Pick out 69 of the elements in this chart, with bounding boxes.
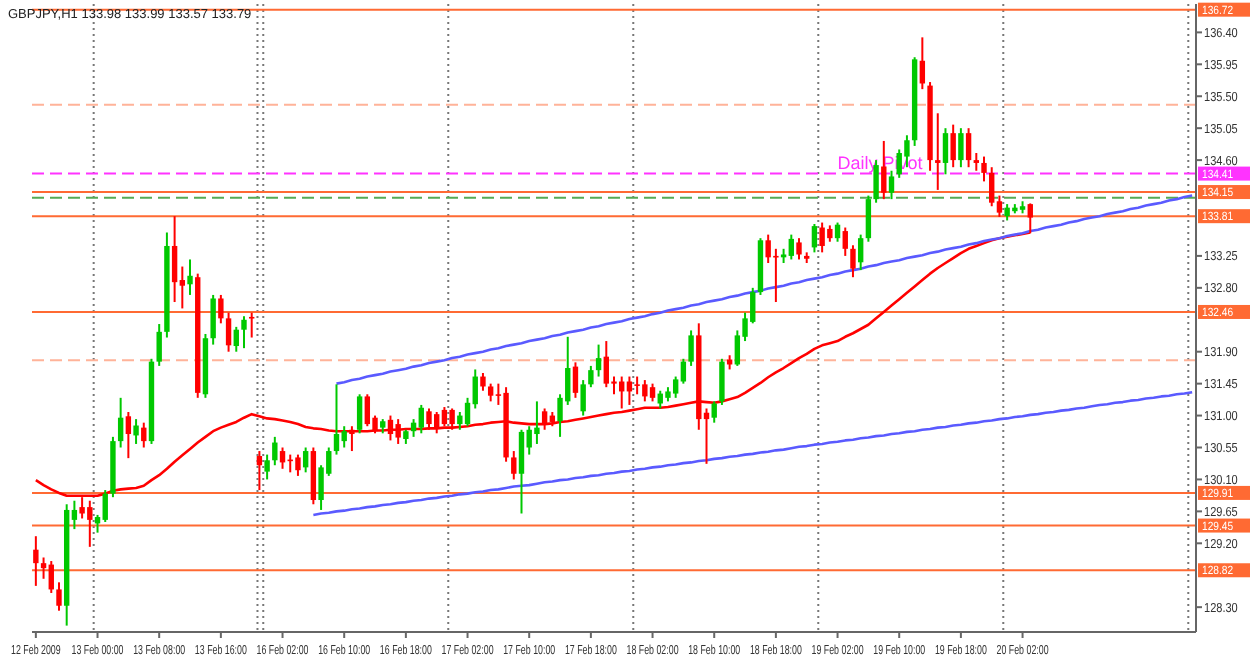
candlestick [356, 393, 363, 435]
candlestick [241, 315, 247, 350]
candlestick [418, 403, 424, 435]
candlestick [434, 411, 440, 435]
candlestick [842, 226, 848, 257]
candlestick [256, 450, 263, 492]
candlestick [950, 123, 956, 169]
candlestick [572, 361, 579, 399]
candlestick [819, 221, 825, 254]
candlestick [935, 112, 941, 191]
candlestick [881, 139, 887, 201]
candlestick [865, 194, 872, 243]
candlestick [48, 560, 54, 594]
candlestick [102, 489, 108, 524]
candlestick [341, 425, 347, 449]
candlestick [364, 393, 371, 428]
candlestick [588, 364, 594, 389]
candlestick [603, 340, 609, 389]
candlestick [210, 293, 216, 346]
candlestick [541, 407, 548, 431]
candlestick [811, 222, 818, 254]
candlestick [711, 400, 717, 424]
candlestick [272, 435, 278, 467]
candlestick [33, 535, 39, 587]
candlestick [333, 383, 340, 456]
candlestick [349, 425, 355, 453]
candlestick [765, 233, 771, 265]
candlestick [518, 428, 525, 515]
candlestick [249, 311, 255, 339]
candlestick [264, 453, 270, 481]
candlestick [796, 237, 802, 261]
candlestick [981, 155, 987, 183]
candlestick [773, 247, 779, 304]
candlestick [295, 453, 301, 477]
candlestick [117, 396, 124, 449]
candlestick [958, 127, 964, 169]
candlestick [156, 323, 162, 367]
candlestick [87, 499, 93, 548]
candlestick [171, 215, 178, 304]
candlestick [279, 446, 286, 470]
candlestick [580, 379, 586, 417]
candlestick [850, 244, 856, 279]
candlestick [788, 233, 794, 261]
candlestick [426, 407, 432, 431]
candlestick [441, 406, 448, 428]
candlestick [719, 357, 725, 406]
candlestick [233, 325, 239, 353]
candlestick [395, 418, 401, 445]
candlestick [534, 400, 540, 445]
line-series [335, 194, 1194, 385]
candlestick [187, 258, 193, 296]
line-series [312, 390, 1194, 517]
candlestick [942, 127, 949, 176]
candlestick [595, 343, 602, 378]
candlestick [857, 233, 864, 272]
candlestick [225, 311, 232, 353]
candlestick [888, 169, 895, 201]
candlestick [56, 581, 62, 612]
candlestick [449, 407, 455, 431]
candlestick [688, 329, 694, 367]
candlestick [387, 414, 394, 442]
candlestick [642, 379, 648, 403]
candlestick [965, 127, 972, 169]
candlestick [302, 446, 309, 474]
candlestick [133, 418, 139, 445]
candlestick [989, 166, 995, 208]
candlestick [218, 293, 224, 325]
candlestick [125, 411, 132, 460]
candlestick [511, 450, 517, 481]
